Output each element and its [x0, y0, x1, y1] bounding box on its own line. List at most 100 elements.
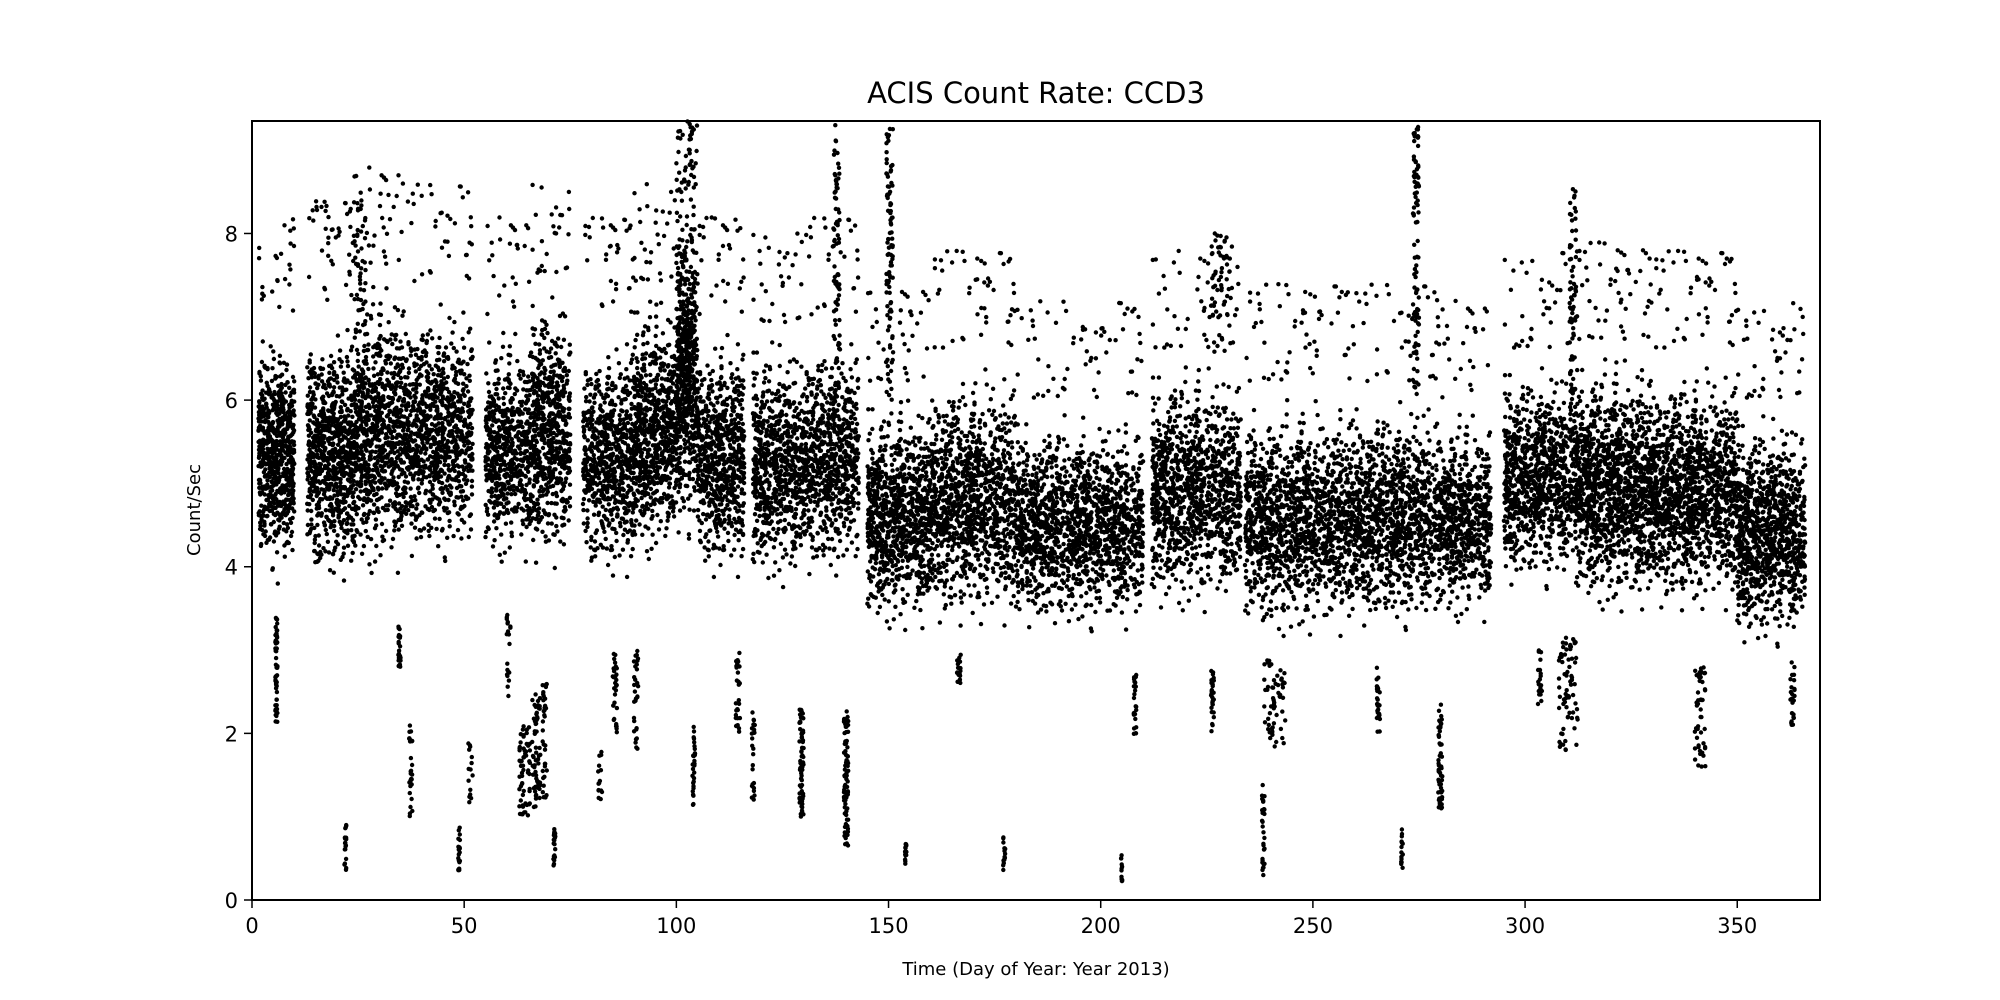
data-point: [485, 475, 490, 480]
data-point: [585, 524, 590, 530]
data-point: [507, 431, 512, 436]
data-point: [267, 466, 272, 471]
data-point: [523, 430, 529, 435]
data-point: [337, 507, 342, 513]
data-point: [325, 419, 331, 424]
data-point: [331, 464, 336, 469]
data-point: [393, 491, 399, 496]
data-point: [490, 478, 495, 483]
data-point: [393, 386, 398, 392]
data-point: [424, 404, 429, 410]
data-point: [461, 381, 466, 386]
data-point: [548, 369, 553, 375]
data-point: [420, 393, 425, 398]
data-point: [284, 362, 290, 367]
data-point: [464, 434, 469, 440]
data-point: [313, 533, 318, 539]
data-point: [262, 461, 267, 466]
data-point: [444, 450, 450, 455]
data-point: [544, 322, 549, 327]
data-point: [566, 454, 571, 460]
data-point: [457, 483, 462, 489]
data-point: [592, 539, 598, 544]
data-point: [437, 460, 443, 465]
data-point: [559, 515, 564, 520]
data-point: [511, 427, 517, 432]
data-point: [367, 457, 372, 462]
data-point: [521, 495, 527, 501]
data-point: [363, 319, 368, 324]
data-point: [277, 416, 282, 421]
data-point: [500, 344, 506, 349]
data-point: [260, 395, 265, 401]
data-point: [602, 529, 607, 534]
data-point: [559, 414, 564, 420]
data-point: [451, 345, 456, 351]
data-point: [382, 448, 388, 453]
data-point: [349, 485, 354, 491]
data-point: [335, 533, 340, 538]
data-point: [454, 349, 459, 354]
data-point: [387, 217, 393, 222]
data-point: [332, 477, 337, 482]
data-point: [510, 299, 516, 304]
data-point: [305, 501, 310, 506]
data-point: [269, 485, 274, 490]
data-point: [307, 360, 312, 365]
data-point: [378, 463, 383, 469]
data-point: [605, 381, 610, 386]
data-point: [583, 452, 588, 457]
data-point: [323, 208, 328, 214]
data-point: [268, 522, 274, 527]
data-point: [335, 380, 340, 385]
data-point: [256, 404, 261, 409]
data-point: [508, 424, 514, 429]
data-point: [371, 366, 376, 371]
data-point: [339, 409, 344, 415]
data-point: [343, 282, 349, 288]
data-point: [386, 381, 391, 386]
data-point: [367, 165, 372, 170]
data-point: [490, 457, 495, 463]
data-point: [331, 360, 337, 365]
data-point: [435, 496, 440, 501]
data-point: [614, 538, 619, 544]
data-point: [388, 395, 393, 401]
data-point: [417, 372, 423, 377]
data-point: [424, 369, 429, 374]
data-point: [630, 546, 635, 552]
data-point: [393, 392, 398, 397]
data-point: [440, 400, 445, 405]
data-point: [289, 390, 294, 395]
data-point: [599, 302, 604, 307]
data-point: [259, 297, 265, 302]
data-point: [469, 430, 474, 435]
data-point: [624, 574, 630, 580]
data-point: [564, 265, 570, 270]
data-point: [543, 383, 548, 388]
data-point: [269, 378, 275, 384]
data-point: [558, 539, 563, 544]
data-point: [332, 403, 337, 408]
data-point: [450, 466, 455, 471]
data-point: [566, 411, 571, 417]
data-point: [446, 463, 451, 468]
data-point: [530, 384, 535, 390]
data-point: [516, 430, 521, 436]
data-point: [381, 225, 386, 230]
data-point: [346, 438, 351, 443]
data-point: [309, 517, 314, 522]
data-point: [346, 396, 351, 401]
data-point: [384, 231, 390, 236]
data-point: [383, 528, 389, 534]
data-point: [551, 435, 556, 441]
data-point: [585, 516, 590, 521]
data-point: [451, 462, 456, 468]
data-point: [406, 366, 412, 371]
data-point: [370, 302, 376, 307]
data-point: [550, 376, 555, 381]
data-point: [370, 382, 375, 387]
data-point: [494, 488, 499, 493]
data-point: [615, 242, 620, 248]
data-point: [468, 512, 474, 517]
